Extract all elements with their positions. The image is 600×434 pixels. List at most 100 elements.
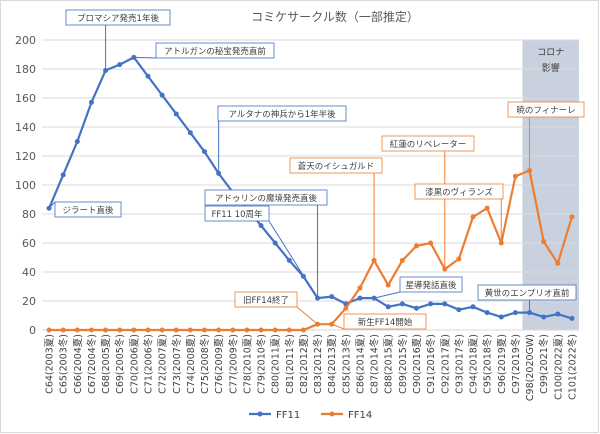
data-point-ff14 [428,240,434,246]
data-point-ff14 [315,321,321,327]
x-tick-label: C99(2021冬) [538,334,550,394]
y-tick-label: 200 [15,34,36,47]
data-point-ff11 [541,314,547,320]
y-tick-label: 0 [29,324,36,337]
annotation-text: 漆黒のヴィランズ [425,187,493,198]
x-tick-label: C85(2013冬) [340,334,352,394]
data-point-ff11 [470,304,476,310]
series-lines [46,54,575,333]
chart-title: コミケサークル数（一部推定） [251,9,419,24]
data-point-ff11 [131,54,137,60]
y-tick-label: 160 [15,92,36,105]
annotation-text: 黄世のエンプリオ直前 [485,288,570,299]
data-point-ff11 [413,305,419,311]
data-point-ff11 [258,223,264,229]
annotation-box [155,42,275,59]
annotation-text: 新生FF14開始 [358,317,413,328]
x-tick-label: C78(2010夏) [242,334,253,394]
data-point-ff11 [569,315,575,321]
annotation-box [399,276,463,293]
data-point-ff11 [117,62,123,68]
x-axis: C64(2003夏) C65(2003冬) C66(2004夏) C67(2004冬)… [45,334,579,401]
gridlines [42,39,579,331]
x-tick-label: C92(2017夏) [440,334,451,394]
data-point-ff11 [385,304,391,310]
x-tick-label: C86(2014夏) [355,334,366,394]
x-tick-label: C83(2012冬) [312,334,324,394]
x-tick-label: C91(2016冬) [425,334,437,394]
annotation-box [204,189,328,206]
data-point-ff11 [88,99,94,105]
y-axis: 0 20 40 60 80 100 120 140 160 180 200 [15,34,36,337]
data-point-ff14 [202,327,208,333]
data-point-ff14 [512,173,518,179]
x-tick-label: C94(2018夏) [469,334,480,394]
data-point-ff11 [329,294,335,300]
data-point-ff11 [103,67,109,73]
x-tick-label: C97(2019冬) [510,334,522,394]
annotation-text: 暁のフィナーレ [516,106,575,116]
annotation-text: アルタナの神兵から1年半後 [228,109,336,120]
x-tick-label: C66(2004夏) [73,334,84,394]
data-point-ff11 [315,295,321,301]
data-point-ff14 [413,243,419,249]
data-point-ff11 [145,73,151,79]
annotation-box [65,9,171,26]
y-tick-label: 80 [22,208,36,221]
data-point-ff14 [131,327,137,333]
data-point-ff11 [484,310,490,316]
data-point-ff14 [117,327,123,333]
annotation-box [507,101,585,118]
data-point-ff14 [286,327,292,333]
x-tick-label: C72(2007夏) [158,334,169,394]
y-tick-label: 180 [15,63,36,76]
legend-marker-ff14 [329,411,335,417]
legend: FF11 FF14 [249,410,372,421]
x-tick-label: C89(2015冬) [397,334,409,394]
data-point-ff11 [555,311,561,317]
annotation-box [217,105,347,122]
x-tick-label: C69(2005冬) [114,334,126,394]
x-tick-label: C80(2011夏) [271,334,282,394]
x-tick-label: C67(2004冬) [86,334,98,394]
data-point-ff14 [541,239,547,245]
annotation-box [477,284,577,301]
annotations: プロマシア発売1年後アトルガンの秘宝発売直前アルタナの神兵から1年半後ジラート直… [54,9,585,330]
annotation-text: プロマシア発売1年後 [77,13,159,24]
x-tick-label: C98(2020GW) [525,334,536,401]
data-point-ff11 [442,301,448,307]
y-tick-label: 20 [22,295,36,308]
x-tick-label: C76(2009夏) [214,334,225,394]
x-tick-label: C84(2013夏) [327,334,338,394]
annotation-box [289,157,383,174]
legend-label-ff14: FF14 [348,410,372,421]
shaded-band-label-line2: 影響 [542,62,560,74]
data-point-ff11 [272,240,278,246]
data-point-ff14 [329,321,335,327]
x-tick-label: C100(2022夏) [553,334,564,400]
data-point-ff14 [399,257,405,263]
data-point-ff14 [244,327,250,333]
data-point-ff14 [385,282,391,288]
data-point-ff14 [442,266,448,272]
y-tick-label: 40 [22,266,36,279]
x-tick-label: C77(2009冬) [227,334,239,394]
annotation-box [204,205,270,222]
x-tick-label: C95(2018冬) [482,334,494,394]
y-tick-label: 100 [15,179,36,192]
x-tick-label: C81(2011冬) [284,334,296,394]
data-point-ff14 [357,285,363,291]
annotation-box [234,291,298,308]
data-point-ff14 [103,327,109,333]
annotation-text: アドゥリンの魔境発売直後 [215,193,318,204]
annotation-text: ジラート直後 [62,205,114,216]
data-point-ff11 [173,111,179,117]
x-tick-label: C96(2019夏) [497,334,508,394]
data-point-ff14 [74,327,80,333]
data-point-ff14 [159,327,165,333]
x-tick-label: C82(2012夏) [299,334,310,394]
y-tick-label: 60 [22,237,36,250]
data-point-ff14 [498,240,504,246]
